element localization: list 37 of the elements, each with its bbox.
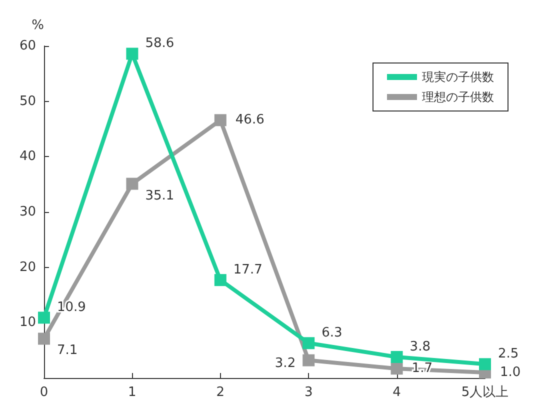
data-label: 3.2: [274, 356, 296, 371]
data-label: 2.5: [498, 346, 519, 362]
data-label: 35.1: [145, 188, 174, 204]
data-label: 10.9: [57, 300, 86, 316]
point: [126, 48, 138, 60]
point: [302, 354, 315, 366]
data-label: 7.1: [57, 343, 78, 358]
x-tick-label: 5人以上: [461, 385, 509, 400]
point: [214, 114, 226, 126]
y-tick-label: 60: [19, 38, 36, 54]
point: [214, 274, 226, 286]
x-tick-label: 3: [304, 385, 313, 400]
y-tick-label: 30: [19, 204, 36, 220]
data-label: 3.8: [410, 339, 430, 354]
y-tick-label: 20: [19, 260, 36, 275]
data-label: 1.0: [500, 364, 521, 380]
point: [126, 178, 138, 190]
y-axis-title: %: [32, 18, 44, 33]
data-label: 17.7: [233, 262, 262, 278]
data-label: 6.3: [322, 326, 342, 341]
point: [390, 350, 403, 363]
x-tick-label: 2: [216, 385, 225, 400]
x-tick-label: 0: [40, 385, 48, 400]
data-label: 46.6: [235, 112, 264, 128]
x-tick-label: 1: [128, 385, 136, 400]
point: [302, 337, 315, 350]
point: [479, 358, 491, 370]
point: [390, 362, 403, 375]
x-tick-label: 4: [392, 385, 401, 400]
y-tick-label: 10: [19, 315, 36, 330]
point: [38, 332, 50, 345]
legend-label: 理想の子供数: [422, 90, 494, 104]
y-tick-label: 40: [19, 149, 36, 164]
legend-label: 現実の子供数: [422, 70, 494, 84]
y-tick-label: 50: [19, 94, 36, 109]
data-label: 58.6: [145, 36, 174, 52]
point: [38, 312, 50, 324]
